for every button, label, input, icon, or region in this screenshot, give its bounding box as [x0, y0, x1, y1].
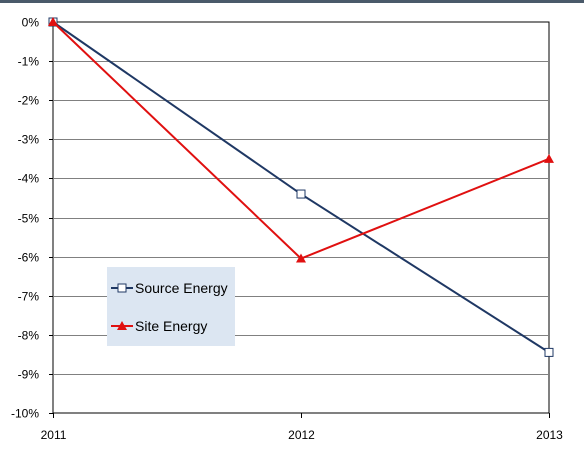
y-tick-label: -1%: [18, 55, 40, 69]
y-tick-label: -7%: [18, 290, 40, 304]
y-tick-label: -2%: [18, 94, 40, 108]
y-tick-label: 0%: [22, 16, 40, 30]
legend-label-source-energy: Source Energy: [135, 280, 228, 296]
plot-area: [52, 21, 550, 414]
series-group: [48, 17, 554, 357]
legend: Source Energy Site Energy: [107, 267, 235, 346]
y-axis-ticks: 0% -1% -2% -3% -4% -5% -6% -7% -8% -9% -10%: [11, 16, 53, 421]
y-tick-label: -4%: [18, 172, 40, 186]
y-tick-label: -9%: [18, 368, 40, 382]
legend-swatch-site-energy: [111, 321, 133, 330]
y-tick-label: -5%: [18, 212, 40, 226]
data-point-source-energy: [544, 347, 554, 357]
top-border: [0, 0, 584, 3]
y-tick-label: -10%: [11, 407, 39, 421]
x-tick-label: 2011: [41, 428, 67, 442]
x-tick-label: 2012: [288, 428, 315, 442]
x-tick-label: 2013: [536, 428, 563, 442]
data-point-site-energy: [296, 253, 306, 263]
data-point-source-energy: [296, 189, 306, 199]
y-tick-label: -3%: [18, 133, 40, 147]
data-point-site-energy: [48, 17, 58, 26]
gridlines: [53, 61, 549, 375]
legend-item-source-energy: Source Energy: [111, 278, 228, 298]
legend-label-site-energy: Site Energy: [135, 318, 208, 334]
legend-swatch-source-energy: [111, 283, 133, 293]
y-tick-label: -8%: [18, 329, 40, 343]
x-axis-ticks: 2011 2012 2013: [41, 413, 563, 442]
legend-item-site-energy: Site Energy: [111, 316, 207, 336]
y-tick-label: -6%: [18, 251, 40, 265]
data-point-site-energy: [544, 153, 554, 163]
